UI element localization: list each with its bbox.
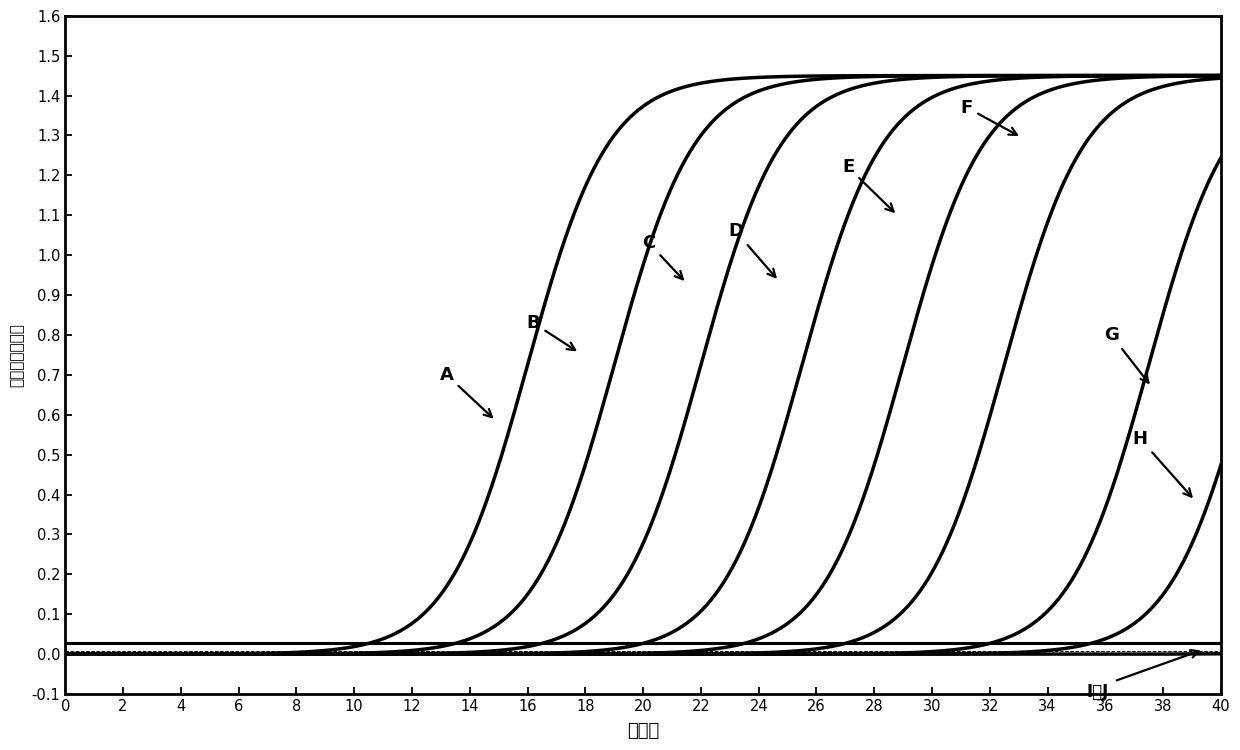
Text: I和J: I和J bbox=[1086, 682, 1109, 700]
Text: B: B bbox=[527, 314, 575, 350]
Text: D: D bbox=[728, 222, 775, 277]
Text: E: E bbox=[842, 158, 894, 212]
X-axis label: 循环数: 循环数 bbox=[627, 722, 660, 740]
Text: A: A bbox=[440, 366, 492, 417]
Y-axis label: 相对荧光变化量: 相对荧光变化量 bbox=[10, 323, 25, 387]
Text: G: G bbox=[1104, 326, 1148, 382]
Text: F: F bbox=[961, 98, 1017, 135]
Text: H: H bbox=[1132, 430, 1192, 496]
Text: C: C bbox=[642, 234, 683, 279]
